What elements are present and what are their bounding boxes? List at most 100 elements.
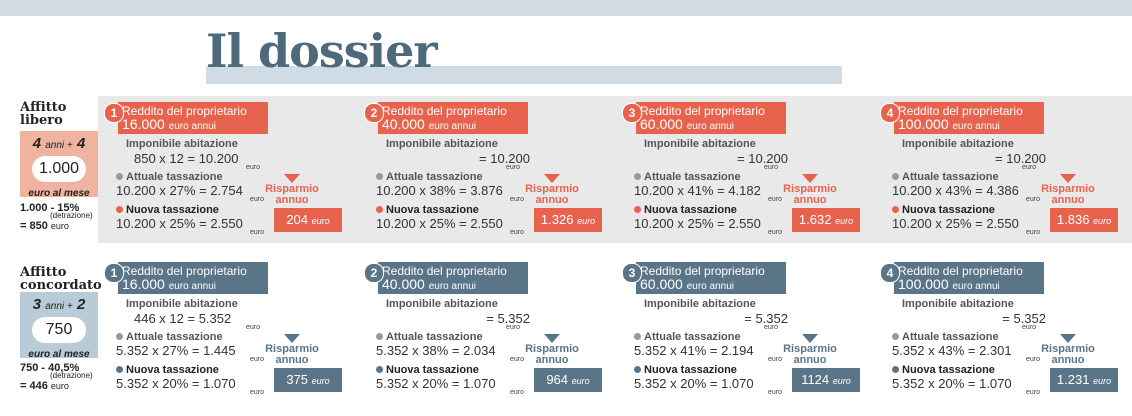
saving-amount: 1.231 euro — [1050, 368, 1118, 392]
concordato-income-block-2: Reddito del proprietario 40.000 euro annu… — [358, 256, 602, 396]
new-tax-euro-unit: euro — [768, 229, 783, 236]
imponibile-calc: = 10.200 — [479, 151, 530, 166]
current-tax-calc: 5.352 x 41% = 2.194 — [634, 343, 754, 358]
new-tax-label: Nuova tassazione — [634, 364, 737, 376]
title-underline — [206, 66, 842, 84]
saving-label: Risparmio annuo — [517, 184, 587, 206]
saving-value: 1.836 — [1056, 212, 1090, 227]
saving-label: Risparmio annuo — [257, 184, 327, 206]
income-value: 60.000 — [640, 116, 683, 132]
income-value: 100.000 — [898, 116, 949, 132]
imponibile-calc: = 10.200 — [995, 151, 1046, 166]
imponibile-label: Imponibile abitazione — [126, 298, 238, 310]
new-tax-calc: 5.352 x 20% = 1.070 — [116, 376, 236, 391]
down-arrow-icon — [284, 174, 300, 183]
income-value: 100.000 — [898, 276, 949, 292]
libero-deduction-calc: 1.000 - 15% (detrazione) = 850 euro — [20, 202, 93, 233]
bullet-icon — [634, 206, 641, 213]
income-value: 60.000 — [640, 276, 683, 292]
libero-income-block-3: Reddito del proprietario 60.000 euro annu… — [616, 96, 860, 236]
libero-income-block-2: Reddito del proprietario 40.000 euro annu… — [358, 96, 602, 236]
income-value: 16.000 — [122, 116, 165, 132]
down-arrow-icon — [544, 334, 560, 343]
income-header-title: Reddito del proprietario — [122, 264, 247, 278]
concordato-calc-line1: 750 - 40,5% — [20, 362, 80, 374]
saving-label: Risparmio annuo — [517, 344, 587, 366]
saving-label-line2: annuo — [535, 194, 569, 206]
imponibile-calc: = 10.200 — [737, 151, 788, 166]
current-tax-euro-unit: euro — [250, 356, 265, 363]
imponibile-calc: 850 x 12 = 10.200 — [134, 151, 239, 166]
new-tax-euro-unit: euro — [768, 389, 783, 396]
down-arrow-icon — [284, 334, 300, 343]
bullet-icon — [892, 206, 899, 213]
libero-duration: 4 anni + 4 — [20, 135, 98, 152]
concordato-calc-line2: = 446 — [20, 380, 48, 392]
libero-rent-box: 4 anni + 4 1.000 euro al mese — [20, 131, 98, 199]
saving-label-line2: annuo — [275, 354, 309, 366]
concordato-rent-box: 3 anni + 2 750 euro al mese — [20, 292, 98, 360]
concordato-rent-amount: 750 — [32, 317, 86, 343]
saving-unit: euro — [1093, 376, 1112, 386]
libero-income-block-1: Reddito del proprietario 16.000 euro annu… — [98, 96, 342, 236]
current-tax-label-text: Attuale tassazione — [644, 331, 741, 343]
saving-label-line1: Risparmio — [783, 343, 837, 355]
saving-value: 204 — [286, 212, 309, 227]
bullet-icon — [116, 333, 123, 340]
income-unit: euro annui — [686, 121, 734, 132]
current-tax-euro-unit: euro — [768, 196, 783, 203]
new-tax-label-text: Nuova tassazione — [644, 364, 737, 376]
current-tax-calc: 5.352 x 38% = 2.034 — [376, 343, 496, 358]
saving-unit: euro — [577, 216, 596, 226]
bullet-icon — [634, 366, 641, 373]
new-tax-calc: 5.352 x 20% = 1.070 — [376, 376, 496, 391]
libero-calc-unit: euro — [50, 221, 69, 231]
new-tax-calc: 10.200 x 25% = 2.550 — [634, 216, 761, 231]
saving-label-line1: Risparmio — [783, 183, 837, 195]
bullet-icon — [116, 173, 123, 180]
saving-value: 1.632 — [798, 212, 832, 227]
new-tax-calc: 5.352 x 20% = 1.070 — [892, 376, 1012, 391]
imponibile-calc: = 5.352 — [744, 311, 788, 326]
current-tax-label: Attuale tassazione — [634, 171, 741, 183]
new-tax-euro-unit: euro — [510, 229, 525, 236]
bullet-icon — [634, 333, 641, 340]
current-tax-label: Attuale tassazione — [116, 171, 223, 183]
top-band — [0, 0, 1132, 16]
imponibile-euro-unit: euro — [506, 324, 521, 331]
current-tax-calc: 5.352 x 27% = 1.445 — [116, 343, 236, 358]
libero-years-a: 4 — [32, 135, 42, 152]
income-header-title: Reddito del proprietario — [122, 104, 247, 118]
current-tax-label-text: Attuale tassazione — [126, 331, 223, 343]
bullet-icon — [116, 366, 123, 373]
saving-value: 964 — [546, 372, 569, 387]
concordato-years-b: 2 — [76, 296, 86, 313]
libero-heading-line1: Affitto — [20, 100, 67, 115]
imponibile-euro-unit: euro — [764, 164, 779, 171]
current-tax-label-text: Attuale tassazione — [386, 331, 483, 343]
saving-unit: euro — [571, 376, 590, 386]
bullet-icon — [892, 366, 899, 373]
current-tax-label: Attuale tassazione — [376, 171, 483, 183]
imponibile-calc: = 5.352 — [486, 311, 530, 326]
bullet-icon — [892, 333, 899, 340]
current-tax-label: Attuale tassazione — [116, 331, 223, 343]
down-arrow-icon — [802, 334, 818, 343]
income-value: 16.000 — [122, 276, 165, 292]
income-unit: euro annui — [952, 281, 1000, 292]
income-unit: euro annui — [428, 121, 476, 132]
imponibile-label: Imponibile abitazione — [902, 138, 1014, 150]
saving-label: Risparmio annuo — [775, 344, 845, 366]
imponibile-euro-unit: euro — [246, 164, 261, 171]
saving-label-line1: Risparmio — [525, 183, 579, 195]
imponibile-calc: 446 x 12 = 5.352 — [134, 311, 232, 326]
saving-label: Risparmio annuo — [775, 184, 845, 206]
libero-income-block-4: Reddito del proprietario 100.000 euro ann… — [874, 96, 1118, 236]
concordato-heading-line2: concordato — [20, 278, 102, 293]
saving-label-line1: Risparmio — [1041, 343, 1095, 355]
concordato-calc-unit: euro — [50, 381, 69, 391]
libero-heading-line2: libero — [20, 113, 63, 128]
new-tax-label-text: Nuova tassazione — [126, 364, 219, 376]
current-tax-euro-unit: euro — [768, 356, 783, 363]
income-unit: euro annui — [952, 121, 1000, 132]
